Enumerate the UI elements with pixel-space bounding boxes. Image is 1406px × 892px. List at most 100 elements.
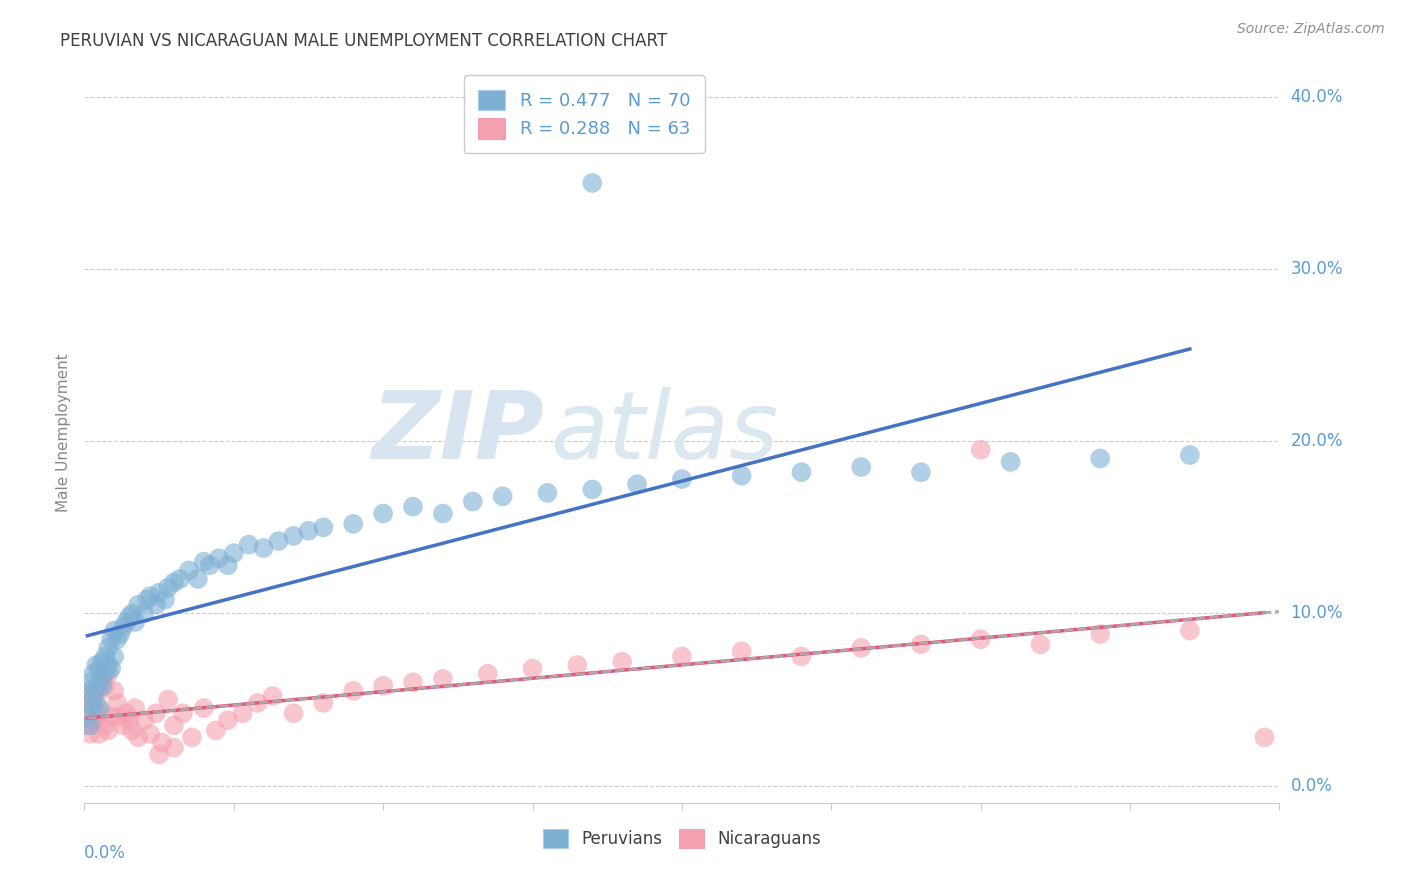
- Point: [205, 723, 228, 738]
- Point: [1178, 448, 1201, 462]
- Point: [217, 713, 239, 727]
- Point: [89, 684, 111, 698]
- Point: [115, 706, 138, 721]
- Point: [492, 489, 515, 503]
- Point: [153, 592, 176, 607]
- Point: [246, 696, 269, 710]
- Y-axis label: Male Unemployment: Male Unemployment: [56, 353, 72, 512]
- Point: [790, 649, 813, 664]
- Point: [851, 640, 873, 655]
- Point: [82, 713, 104, 727]
- Point: [112, 718, 135, 732]
- Point: [910, 637, 932, 651]
- Point: [97, 723, 120, 738]
- Point: [132, 607, 156, 621]
- Point: [970, 442, 993, 457]
- Point: [1178, 624, 1201, 638]
- Point: [100, 661, 122, 675]
- Point: [402, 500, 425, 514]
- Point: [118, 610, 141, 624]
- Point: [76, 684, 98, 698]
- Point: [79, 718, 101, 732]
- Point: [536, 486, 558, 500]
- Point: [232, 706, 254, 721]
- Text: PERUVIAN VS NICARAGUAN MALE UNEMPLOYMENT CORRELATION CHART: PERUVIAN VS NICARAGUAN MALE UNEMPLOYMENT…: [60, 32, 668, 50]
- Point: [612, 655, 634, 669]
- Text: 30.0%: 30.0%: [1291, 260, 1343, 278]
- Point: [118, 713, 141, 727]
- Point: [76, 701, 98, 715]
- Point: [477, 666, 499, 681]
- Point: [105, 632, 128, 647]
- Point: [1253, 731, 1275, 745]
- Point: [432, 672, 454, 686]
- Point: [157, 581, 180, 595]
- Point: [127, 731, 149, 745]
- Point: [139, 727, 162, 741]
- Point: [82, 684, 104, 698]
- Point: [790, 465, 813, 479]
- Point: [671, 472, 693, 486]
- Point: [193, 701, 215, 715]
- Point: [89, 727, 111, 741]
- Point: [82, 692, 104, 706]
- Point: [312, 520, 335, 534]
- Legend: Peruvians, Nicaraguans: Peruvians, Nicaraguans: [530, 815, 834, 861]
- Point: [163, 718, 186, 732]
- Point: [373, 679, 395, 693]
- Point: [103, 649, 125, 664]
- Point: [89, 661, 111, 675]
- Point: [145, 706, 167, 721]
- Text: 0.0%: 0.0%: [84, 844, 127, 862]
- Point: [283, 706, 305, 721]
- Point: [157, 692, 180, 706]
- Point: [97, 658, 120, 673]
- Point: [86, 684, 108, 698]
- Point: [86, 696, 108, 710]
- Text: 0.0%: 0.0%: [1291, 777, 1333, 795]
- Point: [342, 516, 364, 531]
- Point: [238, 537, 260, 551]
- Point: [283, 529, 305, 543]
- Point: [148, 747, 170, 762]
- Point: [110, 709, 132, 723]
- Point: [208, 551, 231, 566]
- Point: [1090, 627, 1112, 641]
- Point: [76, 718, 98, 732]
- Point: [86, 658, 108, 673]
- Point: [148, 586, 170, 600]
- Point: [567, 658, 589, 673]
- Point: [626, 477, 648, 491]
- Point: [581, 483, 603, 497]
- Point: [127, 598, 149, 612]
- Point: [731, 468, 754, 483]
- Point: [267, 534, 290, 549]
- Point: [91, 655, 114, 669]
- Point: [222, 546, 245, 560]
- Point: [89, 701, 111, 715]
- Point: [342, 684, 364, 698]
- Point: [169, 572, 191, 586]
- Point: [671, 649, 693, 664]
- Point: [461, 494, 484, 508]
- Point: [89, 675, 111, 690]
- Point: [121, 723, 143, 738]
- Point: [105, 696, 128, 710]
- Point: [150, 735, 173, 749]
- Point: [79, 692, 101, 706]
- Point: [373, 507, 395, 521]
- Point: [94, 649, 117, 664]
- Point: [297, 524, 319, 538]
- Point: [100, 709, 122, 723]
- Point: [970, 632, 993, 647]
- Text: ZIP: ZIP: [371, 386, 544, 479]
- Point: [181, 731, 204, 745]
- Point: [262, 689, 284, 703]
- Point: [172, 706, 194, 721]
- Point: [103, 624, 125, 638]
- Text: 40.0%: 40.0%: [1291, 88, 1343, 106]
- Point: [91, 672, 114, 686]
- Point: [851, 460, 873, 475]
- Point: [124, 615, 146, 629]
- Point: [402, 675, 425, 690]
